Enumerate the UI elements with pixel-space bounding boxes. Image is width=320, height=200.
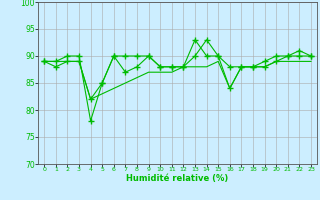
X-axis label: Humidité relative (%): Humidité relative (%) [126, 174, 229, 183]
